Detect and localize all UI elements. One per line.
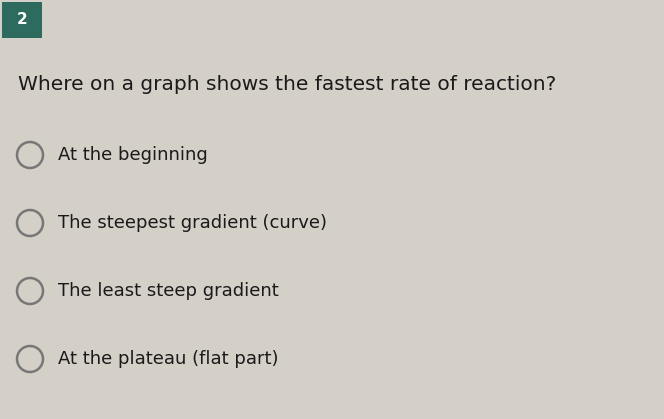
Text: The least steep gradient: The least steep gradient <box>58 282 279 300</box>
Text: 2: 2 <box>17 13 27 28</box>
FancyBboxPatch shape <box>2 2 42 38</box>
Text: At the beginning: At the beginning <box>58 146 208 164</box>
Text: Where on a graph shows the fastest rate of reaction?: Where on a graph shows the fastest rate … <box>18 75 556 94</box>
Text: The steepest gradient (curve): The steepest gradient (curve) <box>58 214 327 232</box>
Text: At the plateau (flat part): At the plateau (flat part) <box>58 350 278 368</box>
